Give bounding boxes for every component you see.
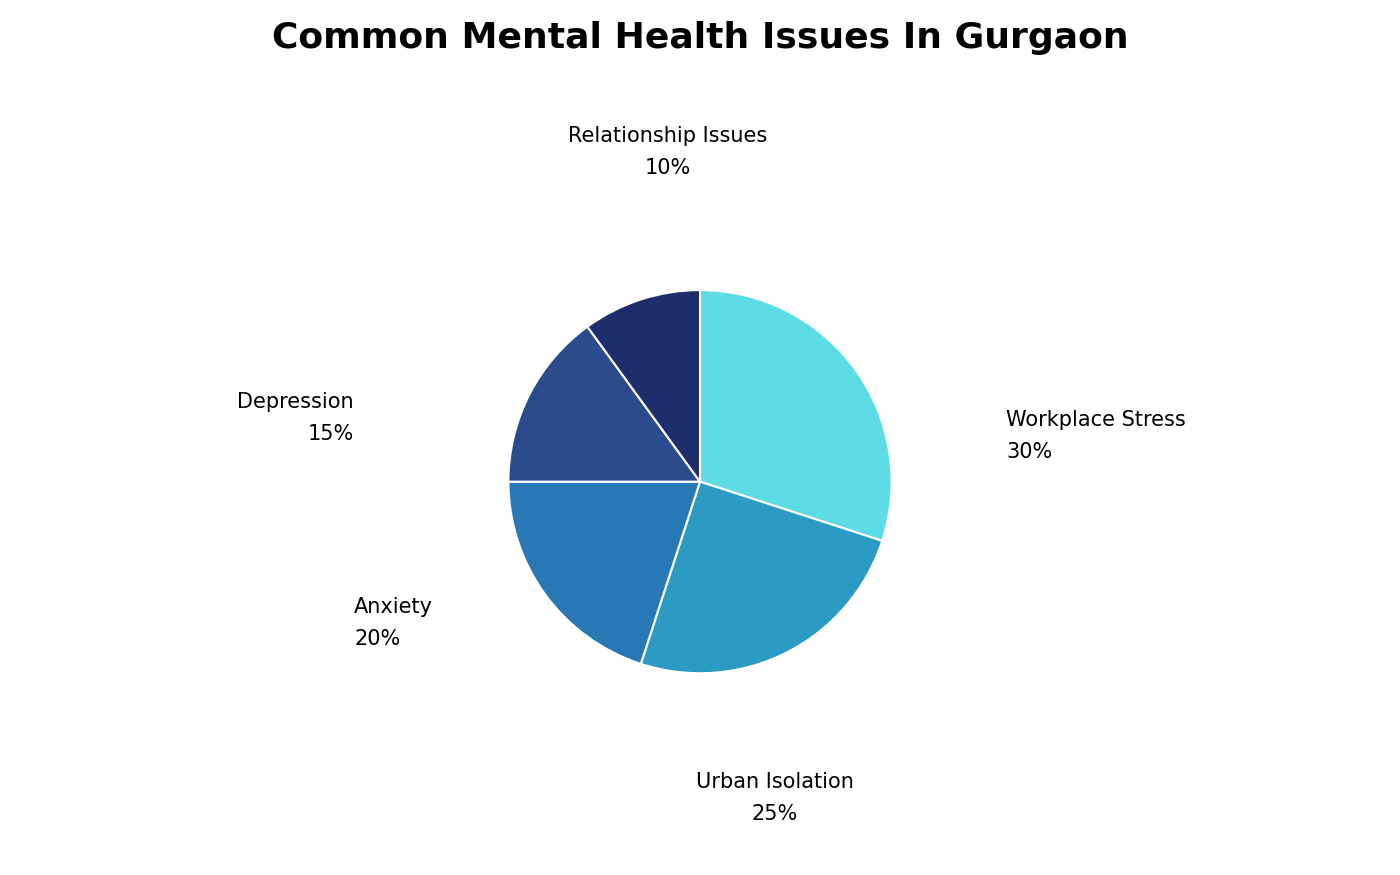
Text: Workplace Stress: Workplace Stress bbox=[1007, 410, 1186, 430]
Text: Urban Isolation: Urban Isolation bbox=[696, 773, 854, 793]
Text: 20%: 20% bbox=[354, 628, 400, 648]
Wedge shape bbox=[508, 481, 700, 664]
Text: 25%: 25% bbox=[752, 804, 798, 824]
Wedge shape bbox=[508, 326, 700, 481]
Text: Anxiety: Anxiety bbox=[354, 597, 433, 617]
Text: 30%: 30% bbox=[1007, 443, 1053, 462]
Wedge shape bbox=[588, 290, 700, 481]
Text: Relationship Issues: Relationship Issues bbox=[568, 126, 767, 146]
Wedge shape bbox=[641, 481, 882, 673]
Text: Depression: Depression bbox=[238, 392, 354, 412]
Wedge shape bbox=[700, 290, 892, 541]
Title: Common Mental Health Issues In Gurgaon: Common Mental Health Issues In Gurgaon bbox=[272, 21, 1128, 55]
Text: 15%: 15% bbox=[308, 424, 354, 444]
Text: 10%: 10% bbox=[645, 158, 692, 178]
